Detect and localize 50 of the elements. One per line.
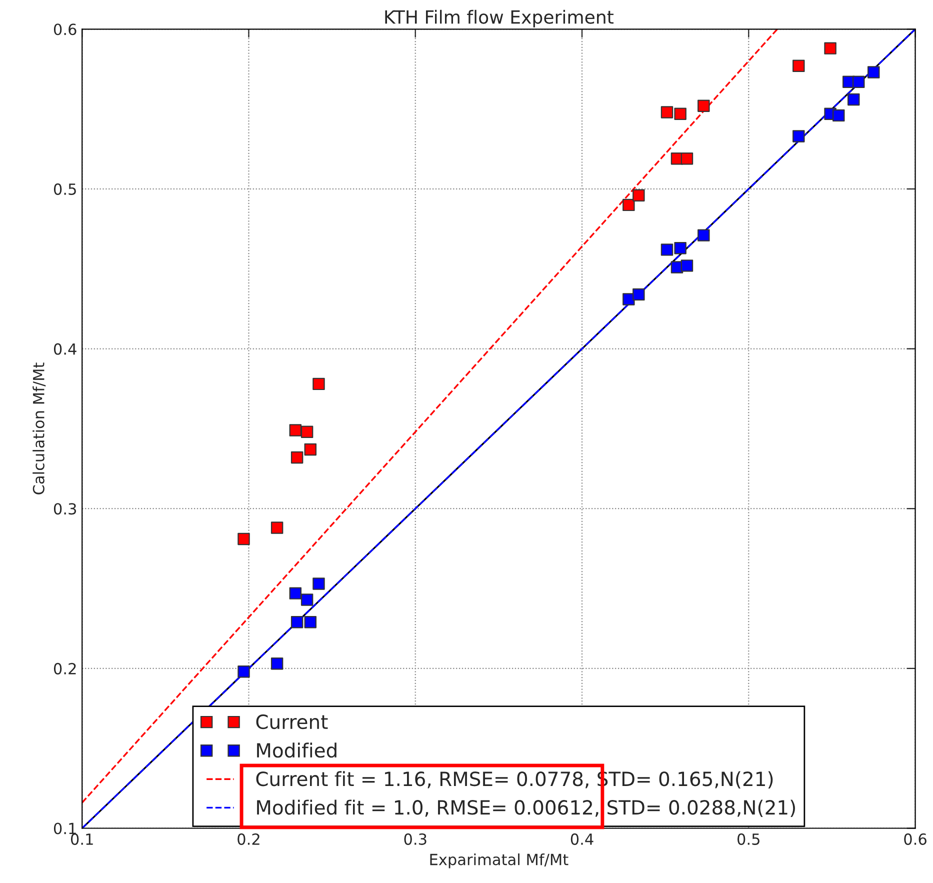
point <box>290 616 304 628</box>
point <box>632 288 645 301</box>
point <box>660 244 674 256</box>
x-tick-label: 0.6 <box>904 833 926 845</box>
legend-label: Modified <box>257 742 336 758</box>
chart-title: KTH Film flow Experiment <box>385 10 614 28</box>
point <box>792 130 805 142</box>
point <box>852 76 865 88</box>
legend-label: Modified fit = 1.0, RMSE= 0.00612, STD= 0.0288,N(21) <box>257 800 795 818</box>
x-tick-label: 0.5 <box>738 833 760 845</box>
x-tick-label: 0.3 <box>404 833 426 845</box>
point <box>304 616 316 628</box>
y-tick-label: 0.6 <box>54 24 76 36</box>
point <box>868 66 880 78</box>
point <box>300 426 314 438</box>
point <box>660 106 674 118</box>
point <box>289 587 302 600</box>
y-tick-label: 0.3 <box>54 503 76 515</box>
x-tick-label: 0.4 <box>570 833 594 845</box>
point <box>832 109 845 122</box>
point <box>300 594 314 606</box>
point <box>698 229 710 242</box>
point <box>680 260 694 272</box>
y-tick-label: 0.1 <box>54 822 76 834</box>
y-tick-label: 0.5 <box>54 183 76 195</box>
y-axis-title: Calculation Mf/Mt <box>32 362 46 494</box>
point <box>238 666 250 678</box>
x-axis-title: Exparimatal Mf/Mt <box>430 853 568 868</box>
point <box>290 451 304 464</box>
point <box>270 522 284 534</box>
point <box>824 42 836 54</box>
point <box>304 443 316 456</box>
point <box>270 658 284 670</box>
point <box>680 152 694 165</box>
point <box>698 100 710 112</box>
point <box>674 242 686 254</box>
point <box>792 60 805 72</box>
x-tick-label: 0.2 <box>238 833 260 845</box>
point <box>632 189 645 202</box>
point <box>289 424 302 436</box>
point <box>238 532 250 546</box>
point <box>622 198 635 212</box>
y-tick-label: 0.4 <box>54 343 76 355</box>
point <box>848 93 860 106</box>
y-tick-label: 0.2 <box>54 662 76 674</box>
point <box>674 108 686 120</box>
legend-label: Current <box>256 714 328 730</box>
point <box>312 378 325 390</box>
x-tick-label: 0.1 <box>70 833 93 845</box>
point <box>312 578 325 590</box>
